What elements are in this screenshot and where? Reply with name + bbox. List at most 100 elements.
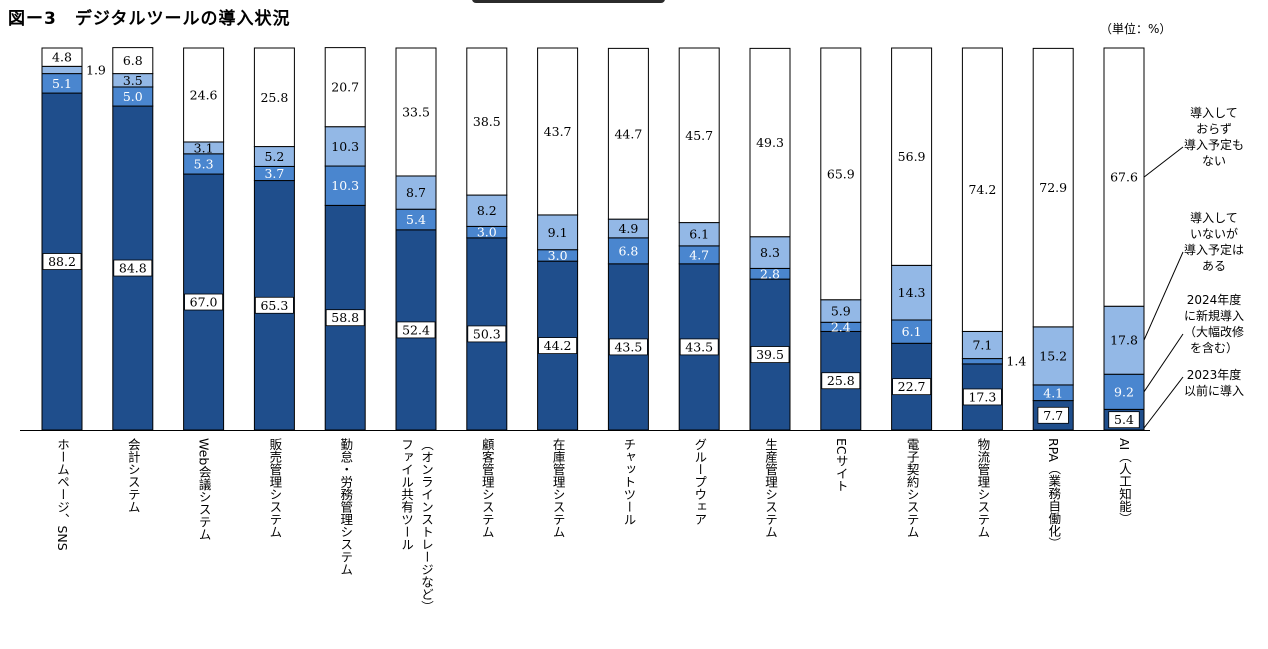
data-label: 22.7: [898, 379, 926, 394]
data-label: 1.4: [1006, 354, 1026, 369]
category-label: ファイル共有ツール: [399, 438, 414, 551]
category-label: ECサイト: [833, 438, 849, 493]
data-label: 7.1: [972, 338, 992, 353]
data-label-box: [963, 388, 1002, 406]
category-label: ホームページ、SNS: [55, 438, 70, 551]
data-label-box: [396, 321, 436, 339]
data-label: 74.2: [968, 182, 996, 197]
bar-group: 5.4 9.2 17.8 67.6: [1103, 47, 1145, 431]
category-label: グループウェア: [692, 438, 708, 526]
category-label: 物流管理システム: [975, 438, 991, 538]
category-label: 生産管理システム: [763, 438, 778, 538]
bar-segment: [324, 165, 366, 206]
bar-group: 58.8 10.3 10.3 20.7: [324, 47, 366, 431]
data-label: 5.2: [264, 149, 284, 164]
data-label: 24.6: [190, 87, 218, 102]
data-label: 5.0: [123, 89, 143, 104]
bar-segment: [678, 47, 720, 224]
data-label-box: [325, 309, 365, 327]
data-label: 88.2: [48, 254, 76, 269]
data-label: 84.8: [119, 261, 147, 276]
data-label-box: [1037, 406, 1069, 424]
data-label: 44.7: [614, 126, 642, 141]
legend-entry: 2024年度 に新規導入 （大幅改修 を含む）: [1183, 293, 1244, 355]
data-label: 43.5: [614, 339, 642, 354]
data-label: 5.9: [831, 304, 851, 319]
bar-segment: [537, 214, 579, 251]
data-label: 2.8: [760, 266, 780, 281]
bar-segment: [324, 126, 366, 167]
data-label: 50.3: [473, 326, 501, 341]
bar-segment: [183, 47, 225, 143]
bar-group: 88.2 5.1 4.8: [41, 47, 83, 431]
data-label: 6.1: [689, 227, 709, 242]
bar-group: 17.3 7.1 74.2: [961, 47, 1003, 431]
bar-segment: [891, 264, 933, 321]
bar-segment: [466, 194, 508, 227]
data-label: 65.3: [260, 298, 288, 313]
data-label: 25.8: [827, 373, 855, 388]
data-label: 10.3: [331, 139, 359, 154]
data-label-box: [1108, 411, 1140, 429]
data-label: 58.8: [331, 310, 359, 325]
data-label: 17.3: [968, 389, 996, 404]
category-label: 在庫管理システム: [550, 438, 566, 538]
data-label-box: [892, 378, 931, 396]
data-label: 25.8: [260, 90, 288, 105]
bar-segment: [1032, 47, 1074, 328]
data-label: 65.9: [827, 166, 855, 181]
legend-leader-line: [1143, 146, 1184, 178]
bar-segment: [395, 175, 437, 210]
data-label: 4.8: [52, 50, 72, 65]
data-label: 3.7: [264, 166, 284, 181]
data-label-box: [113, 259, 153, 277]
legend-leader-line: [1143, 333, 1184, 393]
data-label: 8.2: [477, 203, 497, 218]
data-label: 3.5: [123, 73, 143, 88]
data-label: 45.7: [685, 128, 713, 143]
bar-segment: [749, 47, 791, 238]
bar-group: 50.3 3.0 8.2 38.5: [466, 47, 508, 431]
data-label-box: [254, 296, 294, 314]
data-label: 56.9: [898, 149, 926, 164]
data-label: 67.6: [1110, 170, 1138, 185]
data-label: 8.3: [760, 245, 780, 260]
data-label-box: [184, 293, 224, 311]
category-label: RPA（業務自働化）: [1046, 438, 1062, 550]
bar-segment: [961, 358, 1003, 365]
category-label: 顧客管理システム: [479, 438, 495, 538]
data-label-box: [821, 372, 861, 390]
data-label: 33.5: [402, 104, 430, 119]
data-label: 9.1: [548, 225, 568, 240]
category-label: 会計システム: [125, 438, 141, 513]
bar-group: 52.4 5.4 8.7 33.5: [395, 47, 437, 431]
data-label: 5.1: [52, 76, 72, 91]
category-label: AI（人工知能）: [1117, 438, 1132, 526]
data-label: 5.4: [406, 212, 426, 227]
bar-segment: [395, 47, 437, 177]
bar-group: 22.7 6.1 14.3 56.9: [891, 47, 933, 431]
bar-group: 65.3 3.7 5.2 25.8: [253, 47, 295, 431]
data-label: 4.9: [618, 221, 638, 236]
data-label: 3.0: [477, 225, 497, 240]
bar-segment: [324, 47, 366, 128]
data-label: 43.7: [544, 124, 572, 139]
bar-group: 39.5 2.8 8.3 49.3: [749, 47, 791, 431]
category-label: 勤怠・労務管理システム: [338, 438, 354, 576]
data-label: 7.7: [1043, 408, 1063, 423]
data-label: 3.0: [548, 248, 568, 263]
bar-segment: [253, 47, 295, 148]
legend-entry: 導入して おらず 導入予定も ない: [1183, 106, 1244, 168]
bar-segment: [961, 47, 1003, 332]
data-label: 5.4: [1114, 412, 1134, 427]
legend-leader-line: [1143, 251, 1184, 341]
data-label: 72.9: [1039, 180, 1067, 195]
data-label: 1.9: [86, 62, 106, 77]
category-label: 販売管理システム: [267, 438, 283, 538]
data-label: 15.2: [1039, 348, 1067, 363]
bar-segment: [41, 65, 83, 75]
category-label: （オンラインストレージなど）: [419, 438, 434, 613]
category-label: チャットツール: [621, 438, 637, 526]
bar-segment: [1103, 373, 1145, 410]
data-label-box: [42, 253, 82, 270]
